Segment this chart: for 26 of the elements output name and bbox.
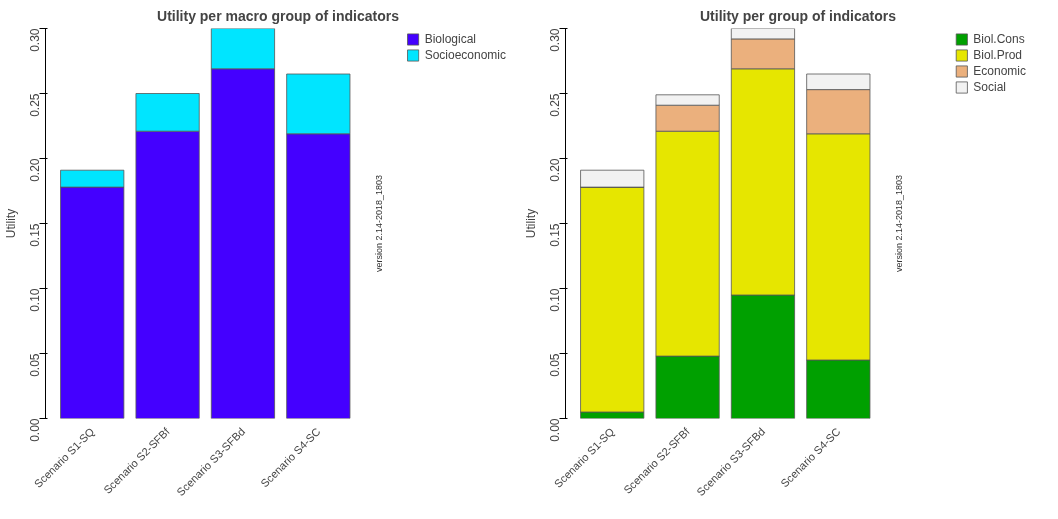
chart-title: Utility per macro group of indicators xyxy=(157,7,400,24)
y-tick-label: 0.30 xyxy=(548,28,562,52)
legend-label: Social xyxy=(973,80,1006,94)
y-tick-label: 0.25 xyxy=(28,93,42,117)
y-tick-label: 0.05 xyxy=(548,353,562,377)
y-tick-label: 0.05 xyxy=(28,353,42,377)
y-axis-title: Utility xyxy=(3,208,18,239)
chart-title: Utility per group of indicators xyxy=(700,7,897,24)
y-tick-label: 0.15 xyxy=(28,223,42,247)
y-tick-label: 0.30 xyxy=(28,28,42,52)
text: version 2.14-2018_1803 xyxy=(894,174,905,273)
legend-label: Biological xyxy=(424,32,476,46)
y-tick-label: 0.00 xyxy=(28,418,42,442)
y-tick-label: 0.25 xyxy=(548,93,562,117)
legend-label: Economic xyxy=(973,64,1026,78)
y-tick-label: 0.20 xyxy=(548,158,562,182)
text: version 2.14-2018_1803 xyxy=(374,174,385,273)
y-tick-label: 0.20 xyxy=(28,158,42,182)
legend-label: Socioeconomic xyxy=(424,48,506,62)
y-tick-label: 0.10 xyxy=(548,288,562,312)
legend-label: Biol.Cons xyxy=(973,32,1025,46)
y-tick-label: 0.15 xyxy=(548,223,562,247)
y-tick-label: 0.00 xyxy=(548,418,562,442)
y-axis-title: Utility xyxy=(523,208,538,239)
y-tick-label: 0.10 xyxy=(28,288,42,312)
legend-label: Biol.Prod xyxy=(973,48,1023,62)
